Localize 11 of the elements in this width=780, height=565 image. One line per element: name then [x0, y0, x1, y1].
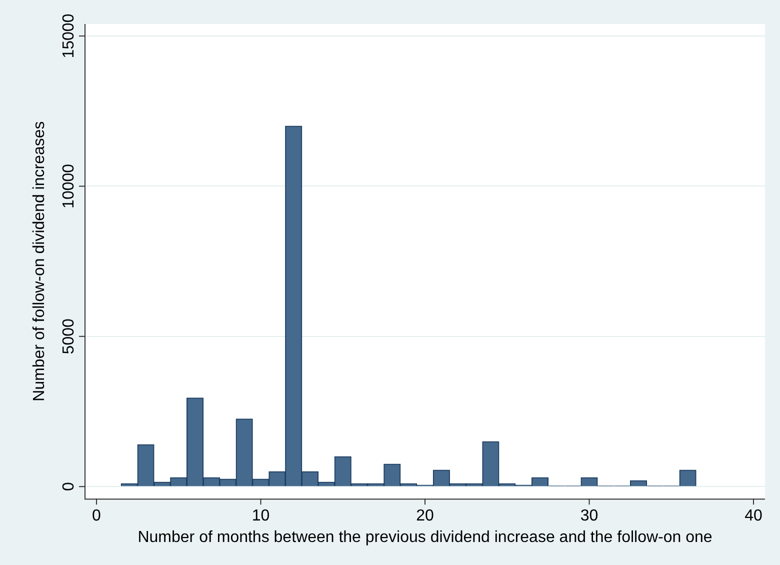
x-axis-title: Number of months between the previous dividend increase and the follow-on one [138, 528, 712, 546]
y-tick-label: 10000 [60, 164, 78, 208]
x-tick-label: 40 [744, 508, 762, 525]
y-tick-label: 15000 [60, 14, 78, 58]
x-tick-label: 10 [252, 508, 270, 525]
x-tick-label: 0 [92, 508, 102, 525]
y-tick-label: 5000 [60, 318, 78, 354]
y-axis-title: Number of follow-on dividend increases [31, 121, 48, 402]
x-tick-label: 20 [416, 508, 434, 525]
y-tick-label: 0 [60, 482, 78, 492]
x-tick-label: 30 [580, 508, 598, 525]
